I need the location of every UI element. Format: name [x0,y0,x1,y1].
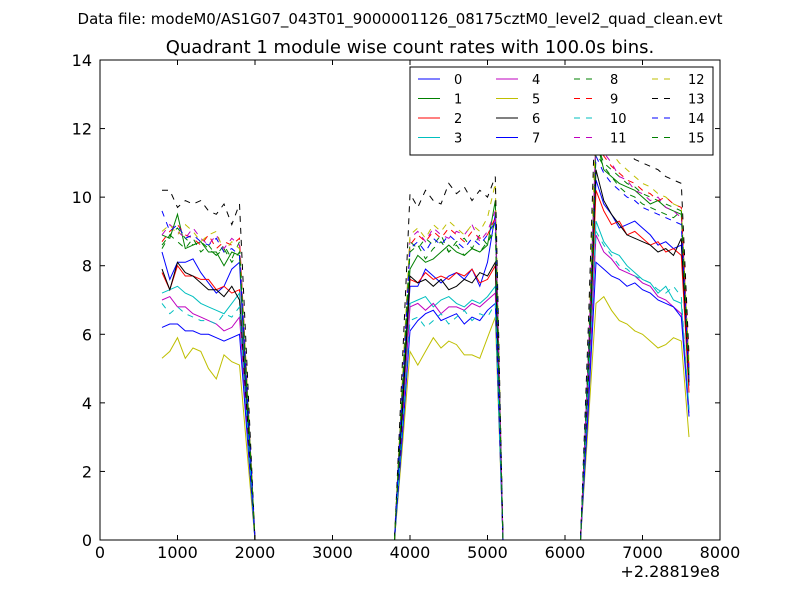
legend-label-7: 7 [532,132,540,147]
legend-label-0: 0 [454,73,462,88]
series-line-7 [161,261,690,541]
legend-label-5: 5 [532,93,540,108]
legend-label-4: 4 [532,73,540,88]
x-tick-label: 6000 [545,543,586,562]
legend-label-3: 3 [454,132,462,147]
legend-label-14: 14 [688,112,705,127]
legend-box [409,66,714,156]
legend-label-8: 8 [610,73,618,88]
legend-label-15: 15 [688,132,705,147]
ticks-layer: 0 1000 2000 3000 4000 5000 6000 7000 80000246810… [72,51,741,562]
y-tick-label: 12 [72,120,92,139]
y-tick-label: 2 [82,462,92,481]
x-tick-label: 1000 [157,543,198,562]
legend-label-10: 10 [610,112,627,127]
series-line-14 [161,155,690,541]
y-tick-label: 0 [82,531,92,550]
legend-label-6: 6 [532,112,540,127]
series-line-10 [161,229,690,541]
series-line-15 [161,150,690,541]
y-tick-label: 8 [82,257,92,276]
legend-label-1: 1 [454,93,462,108]
chart-title: Quadrant 1 module wise count rates with … [165,37,655,58]
legend-label-13: 13 [688,93,705,108]
x-tick-label: 4000 [390,543,431,562]
legend-label-2: 2 [454,112,462,127]
figure-suptitle: Data file: modeM0/AS1G07_043T01_90000011… [77,10,723,28]
y-tick-label: 14 [72,51,92,70]
x-tick-label: 0 [95,543,105,562]
series-line-1 [161,138,690,541]
legend-label-11: 11 [610,132,627,147]
x-tick-label: 3000 [312,543,353,562]
y-tick-label: 10 [72,188,92,207]
series-line-13 [162,83,690,541]
y-tick-label: 4 [82,394,92,413]
x-tick-label: 7000 [622,543,663,562]
legend-label-12: 12 [688,73,705,88]
x-tick-label: 8000 [700,543,741,562]
x-tick-label: 5000 [467,543,508,562]
series-line-5 [161,295,690,541]
legend-label-9: 9 [610,93,618,108]
x-offset-label: +2.28819e8 [620,562,720,581]
y-tick-label: 6 [82,325,92,344]
x-tick-label: 2000 [235,543,276,562]
